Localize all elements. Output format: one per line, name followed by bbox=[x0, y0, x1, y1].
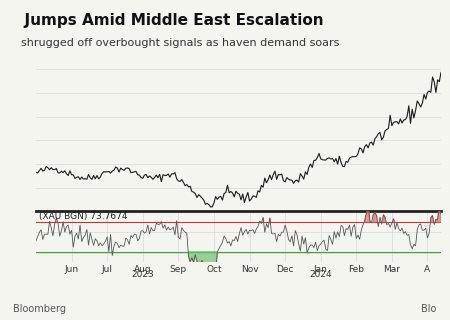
Text: Bloomberg: Bloomberg bbox=[14, 304, 67, 314]
Text: Blo: Blo bbox=[421, 304, 436, 314]
Text: shrugged off overbought signals as haven demand soars: shrugged off overbought signals as haven… bbox=[14, 38, 339, 48]
Text: 2024: 2024 bbox=[309, 270, 332, 279]
Text: 2023: 2023 bbox=[131, 270, 154, 279]
Text: Jumps Amid Middle East Escalation: Jumps Amid Middle East Escalation bbox=[14, 13, 323, 28]
Text: (XAU BGN) 73.7674: (XAU BGN) 73.7674 bbox=[40, 212, 128, 220]
